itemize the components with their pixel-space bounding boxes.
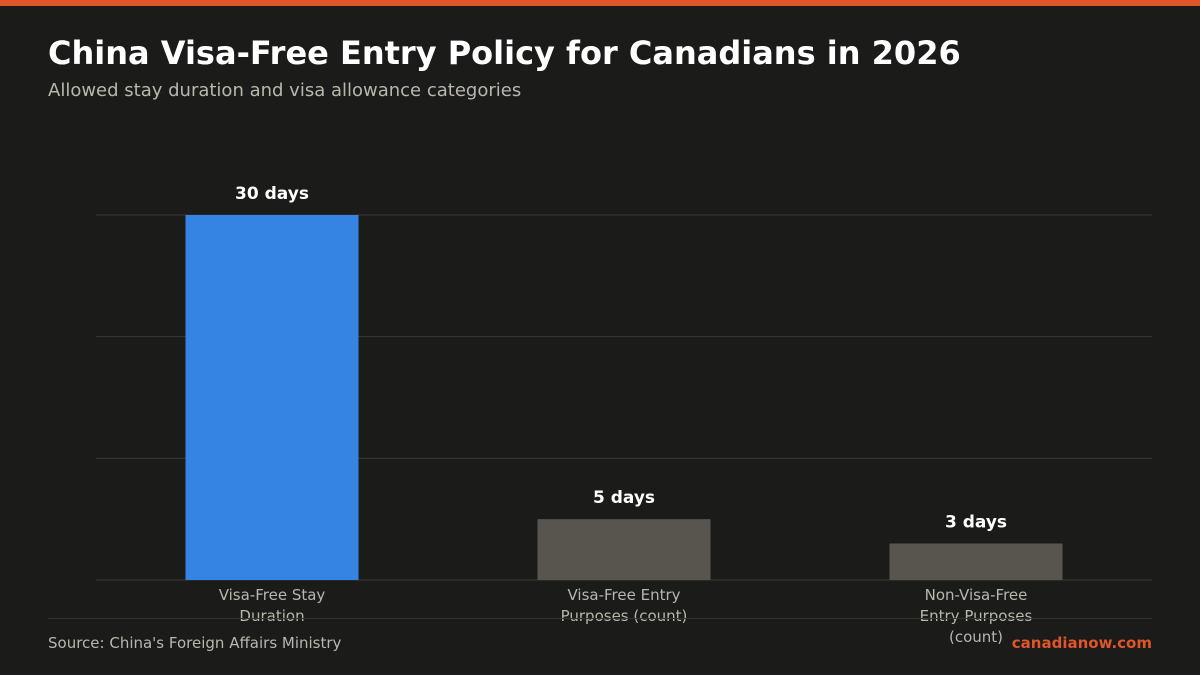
x-tick-label: Purposes (count) xyxy=(561,607,688,625)
footer-divider xyxy=(48,618,1152,619)
x-tick-label: Duration xyxy=(239,607,304,625)
x-tick-label: Visa-Free Entry xyxy=(567,586,680,604)
brand-link[interactable]: canadianow.com xyxy=(1011,634,1152,652)
accent-top-bar xyxy=(0,0,1200,6)
source-note: Source: China's Foreign Affairs Ministry xyxy=(48,634,342,652)
x-tick-label: Visa-Free Stay xyxy=(219,586,326,604)
bar xyxy=(537,519,711,580)
x-tick-label: Non-Visa-Free xyxy=(925,586,1028,604)
chart-subtitle: Allowed stay duration and visa allowance… xyxy=(48,80,522,101)
bar xyxy=(889,543,1063,580)
data-label: 3 days xyxy=(945,513,1007,533)
x-tick-label: Entry Purposes xyxy=(920,607,1033,625)
x-tick-label: (count) xyxy=(949,628,1003,646)
chart-title: China Visa-Free Entry Policy for Canadia… xyxy=(48,34,961,72)
data-label: 30 days xyxy=(235,184,309,204)
data-label: 5 days xyxy=(593,488,655,508)
bar xyxy=(185,215,359,580)
